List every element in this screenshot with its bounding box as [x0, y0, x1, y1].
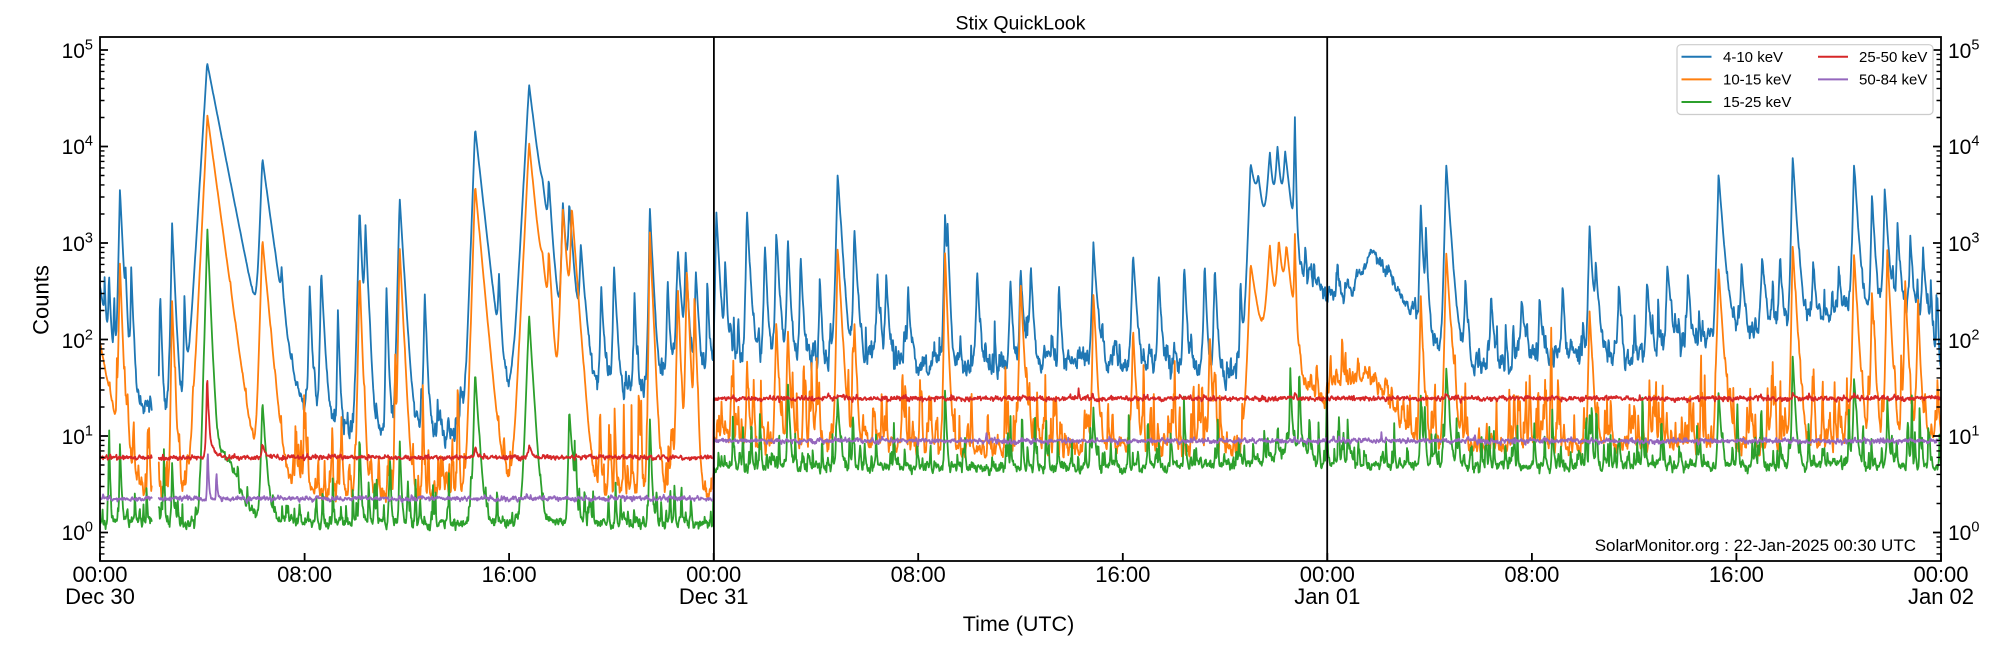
svg-text:101: 101 [1948, 423, 1979, 449]
svg-text:00:00: 00:00 [686, 562, 741, 587]
svg-text:Dec 30: Dec 30 [65, 584, 135, 609]
svg-text:16:00: 16:00 [1709, 562, 1764, 587]
svg-text:SolarMonitor.org : 22-Jan-2025: SolarMonitor.org : 22-Jan-2025 00:30 UTC [1595, 536, 1916, 555]
svg-text:10-15 keV: 10-15 keV [1723, 72, 1791, 89]
svg-text:25-50 keV: 25-50 keV [1859, 49, 1927, 66]
svg-text:Jan 01: Jan 01 [1294, 584, 1360, 609]
svg-text:100: 100 [62, 519, 93, 545]
svg-text:Stix QuickLook: Stix QuickLook [955, 13, 1085, 35]
svg-text:Dec 31: Dec 31 [679, 584, 749, 609]
svg-text:08:00: 08:00 [277, 562, 332, 587]
svg-text:00:00: 00:00 [1300, 562, 1355, 587]
svg-text:50-84 keV: 50-84 keV [1859, 72, 1927, 89]
svg-text:00:00: 00:00 [1913, 562, 1968, 587]
svg-text:103: 103 [1948, 230, 1979, 256]
svg-text:08:00: 08:00 [891, 562, 946, 587]
svg-text:Jan 02: Jan 02 [1908, 584, 1974, 609]
svg-text:101: 101 [62, 423, 93, 449]
svg-text:100: 100 [1948, 519, 1979, 545]
svg-text:103: 103 [62, 230, 93, 256]
svg-text:4-10 keV: 4-10 keV [1723, 49, 1783, 66]
svg-text:104: 104 [62, 133, 93, 159]
svg-text:15-25 keV: 15-25 keV [1723, 94, 1791, 111]
svg-text:105: 105 [1948, 37, 1979, 63]
svg-text:00:00: 00:00 [72, 562, 127, 587]
svg-text:105: 105 [62, 37, 93, 63]
svg-text:16:00: 16:00 [1095, 562, 1150, 587]
svg-text:Time (UTC): Time (UTC) [963, 612, 1074, 636]
svg-text:104: 104 [1948, 133, 1979, 159]
svg-text:Counts: Counts [29, 265, 54, 335]
svg-text:102: 102 [1948, 327, 1979, 353]
svg-text:16:00: 16:00 [482, 562, 537, 587]
svg-text:08:00: 08:00 [1504, 562, 1559, 587]
svg-text:102: 102 [62, 327, 93, 353]
